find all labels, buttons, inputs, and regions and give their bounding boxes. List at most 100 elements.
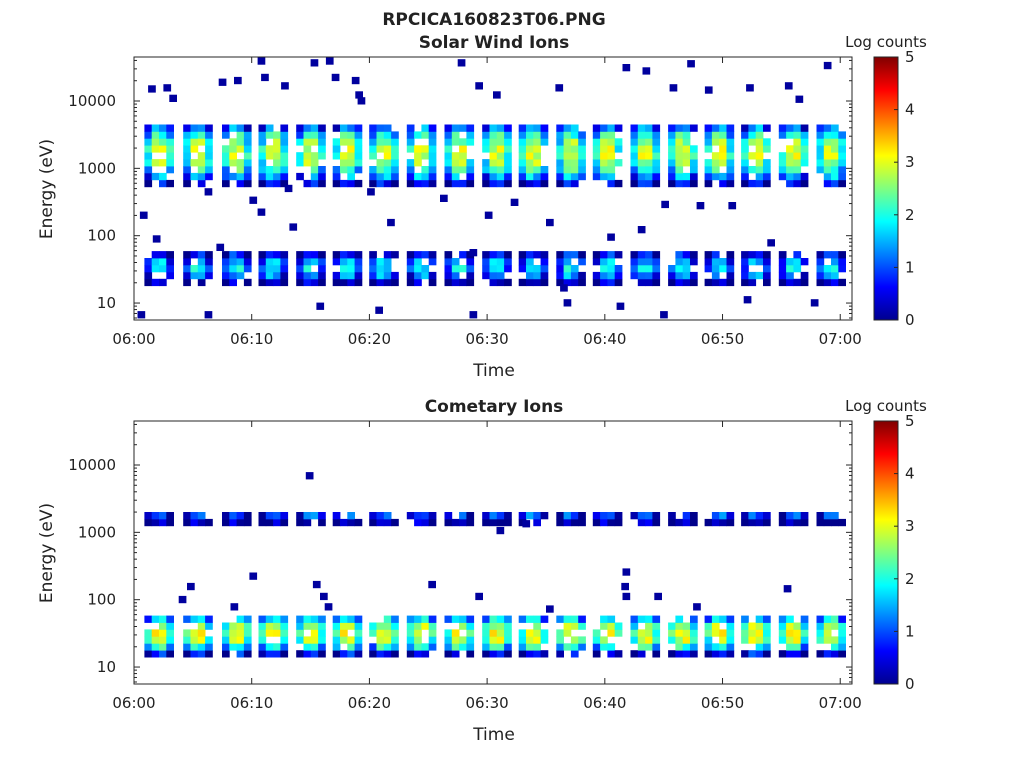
solar-wind-ions-cell (756, 152, 764, 159)
solar-wind-ions-cell (690, 145, 698, 152)
cometary-ions-cell (318, 629, 326, 636)
solar-wind-ions-cell (504, 145, 512, 152)
cometary-ions-cell (683, 643, 691, 650)
cometary-ions-cell (801, 512, 809, 519)
solar-wind-ions-cell (369, 272, 377, 279)
solar-wind-ions-cell (421, 152, 429, 159)
cometary-ions-cell (205, 623, 213, 630)
solar-wind-ions-cell (779, 125, 787, 132)
cometary-xlabel: Time (472, 725, 515, 745)
solar-wind-ions-cell (504, 138, 512, 145)
cometary-ions-cell (318, 650, 326, 657)
cometary-ions-cell (668, 623, 676, 630)
cometary-ions-cell (824, 519, 832, 526)
solar-wind-ions-cell (741, 131, 749, 138)
solar-wind-ions-cell (445, 125, 453, 132)
cometary-ions-cell (683, 519, 691, 526)
cometary-ions-cell (668, 636, 676, 643)
cometary-ions-cell (712, 643, 720, 650)
solar-wind-ions-cell (712, 272, 720, 279)
solar-wind-ions-cell (690, 152, 698, 159)
cometary-ions-cell (705, 616, 713, 623)
cometary-ions-cell (466, 650, 474, 657)
solar-wind-ions-cell (198, 272, 206, 279)
cometary-ions-cell (377, 623, 385, 630)
scatter-cell (643, 67, 651, 74)
solar-wind-ions-cell (600, 166, 608, 173)
solar-wind-ions-cell (445, 131, 453, 138)
scatter-cell (470, 311, 478, 318)
solar-wind-ions-cell (683, 279, 691, 286)
solar-wind-ions-cell (407, 180, 415, 187)
solar-wind-ions-cell (259, 152, 267, 159)
scatter-cell (249, 573, 257, 580)
solar-wind-ions-cell (652, 125, 660, 132)
solar-wind-ions-cell (166, 251, 174, 258)
solar-wind-ions-cell (705, 279, 713, 286)
solar-wind-ions-cell (526, 131, 534, 138)
cometary-ions-cell (304, 512, 312, 519)
cometary-ions-cell (719, 512, 727, 519)
solar-wind-ions-cell (763, 180, 771, 187)
solar-wind-ions-cell (259, 125, 267, 132)
solar-wind-ions-cell (259, 131, 267, 138)
solar-wind-ions-cell (421, 125, 429, 132)
solar-wind-ions-cell (756, 180, 764, 187)
solar-wind-ions-cell (817, 258, 825, 265)
solar-wind-ions-cell (705, 159, 713, 166)
solar-wind-ions-cell (421, 180, 429, 187)
cometary-ions-cell (333, 519, 341, 526)
cometary-ions-cell (727, 512, 735, 519)
cometary-ions-cell (459, 623, 467, 630)
solar-wind-ions-cell (198, 159, 206, 166)
cometary-ions-cell (615, 623, 623, 630)
cometary-ions-cell (369, 650, 377, 657)
scatter-cell (163, 84, 171, 91)
solar-wind-ions-cell (831, 166, 839, 173)
solar-wind-ions-cell (526, 125, 534, 132)
cometary-ions-cell (407, 650, 415, 657)
solar-wind-ions-cell (280, 131, 288, 138)
solar-wind-ions-cell (497, 145, 505, 152)
cometary-ions-cell (198, 623, 206, 630)
cometary-ions-cell (191, 629, 199, 636)
solar-wind-ions-cell (779, 166, 787, 173)
solar-wind-ions-cell (159, 279, 167, 286)
scatter-cell (617, 303, 625, 310)
solar-wind-ions-cell (779, 131, 787, 138)
solar-wind-ions-cell (183, 279, 191, 286)
solar-wind-ions-cell (222, 272, 230, 279)
solar-wind-ions-cell (407, 265, 415, 272)
solar-wind-ions-cell (645, 159, 653, 166)
cometary-ions-cell (541, 629, 549, 636)
solar-wind-ions-cell (748, 166, 756, 173)
solar-wind-ions-cell (280, 265, 288, 272)
solar-wind-ions-cell (727, 138, 735, 145)
solar-wind-ions-cell (429, 166, 437, 173)
solar-wind-ions-cell (564, 251, 572, 258)
solar-wind-ions-cell (377, 180, 385, 187)
cometary-ions-cell (571, 636, 579, 643)
solar-wind-ions-cell (600, 159, 608, 166)
solar-wind-ions-cell (683, 125, 691, 132)
cometary-ions-cell (756, 616, 764, 623)
solar-wind-ions-cell (519, 138, 527, 145)
solar-wind-ions-cell (541, 258, 549, 265)
cometary-ions-cell (652, 636, 660, 643)
solar-wind-ions-cell (407, 131, 415, 138)
solar-wind-ions-cell (533, 173, 541, 180)
solar-wind-ions-cell (191, 131, 199, 138)
solar-wind-ions-cell (824, 166, 832, 173)
solar-wind-ions-cell (541, 251, 549, 258)
cometary-ions-cell (237, 616, 245, 623)
solar-wind-ions-cell (571, 166, 579, 173)
solar-wind-ions-cell (793, 279, 801, 286)
cometary-ions-cell (198, 519, 206, 526)
cometary-ions-cell (831, 519, 839, 526)
solar-wind-ions-cell (205, 258, 213, 265)
solar-wind-ions-cell (304, 131, 312, 138)
solar-wind-ions-cell (144, 279, 152, 286)
solar-wind-ions-cell (347, 272, 355, 279)
solar-wind-ions-cell (541, 125, 549, 132)
